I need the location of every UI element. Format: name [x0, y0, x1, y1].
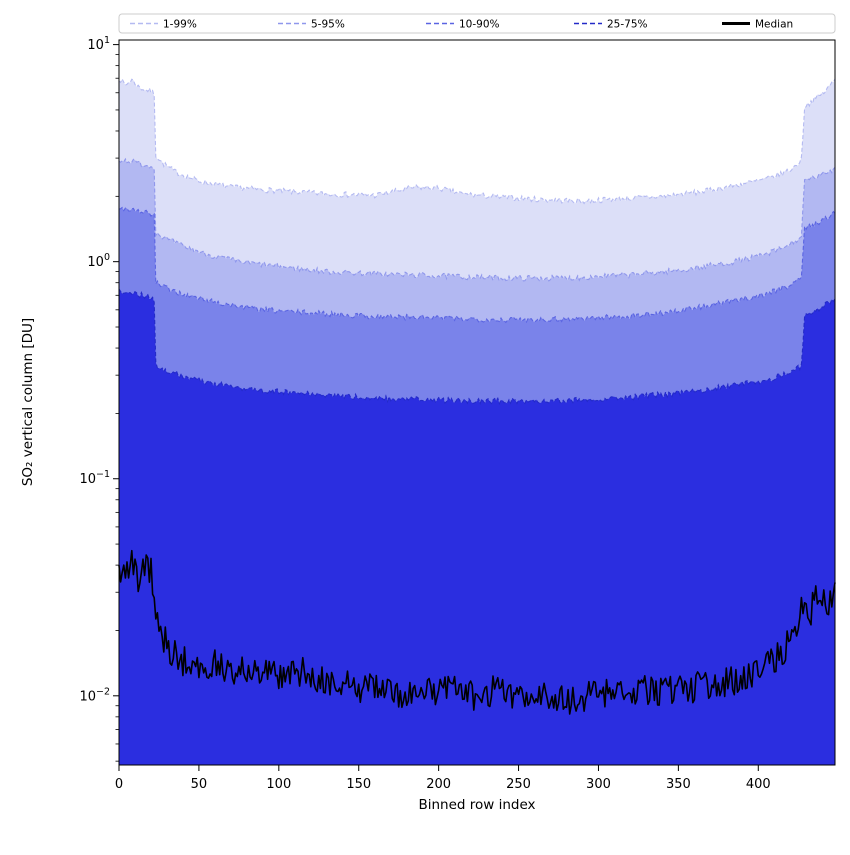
x-tick-label: 100 [266, 777, 291, 792]
legend-label: 5-95% [311, 19, 345, 31]
x-tick-label: 250 [506, 777, 531, 792]
band-25-75--edge [118, 288, 836, 406]
y-tick-label: 100 [87, 252, 110, 270]
x-tick-label: 200 [426, 777, 451, 792]
legend-label: 1-99% [163, 19, 197, 31]
x-tick-label: 400 [746, 777, 771, 792]
y-tick-label: 10−2 [79, 686, 110, 704]
bands-layer [118, 77, 836, 765]
band-1-99--edge [118, 77, 836, 205]
median-line [118, 549, 836, 715]
x-tick-label: 300 [586, 777, 611, 792]
x-tick-label: 350 [666, 777, 691, 792]
x-tick-label: 150 [346, 777, 371, 792]
band-10-90--edge [118, 206, 836, 324]
legend-item-1-99-: 1-99% [130, 19, 197, 31]
y-tick-label: 101 [87, 35, 110, 53]
axes: 0 50 100 150 200 250 300 350 400 10−2 10−1 100 101 [79, 35, 836, 792]
x-tick-label: 50 [191, 777, 208, 792]
y-tick-label: 10−1 [79, 469, 110, 487]
x-tick-label: 0 [115, 777, 123, 792]
y-axis-label: SO₂ vertical column [DU] [20, 318, 36, 486]
band-5-95--edge [118, 157, 836, 283]
plot-border [118, 39, 836, 766]
legend-item-median: Median [722, 19, 793, 31]
legend-item-25-75-: 25-75% [574, 19, 648, 31]
band-25-75--fill [119, 288, 835, 765]
legend-label: Median [755, 19, 793, 31]
legend-label: 25-75% [607, 19, 648, 31]
x-axis-label: Binned row index [418, 797, 535, 813]
legend-box [118, 13, 836, 34]
legend: 1-99% 5-95% 10-90% 25-75% Median [118, 13, 836, 34]
legend-item-10-90-: 10-90% [426, 19, 500, 31]
legend-label: 10-90% [459, 19, 500, 31]
legend-item-5-95-: 5-95% [278, 19, 345, 31]
